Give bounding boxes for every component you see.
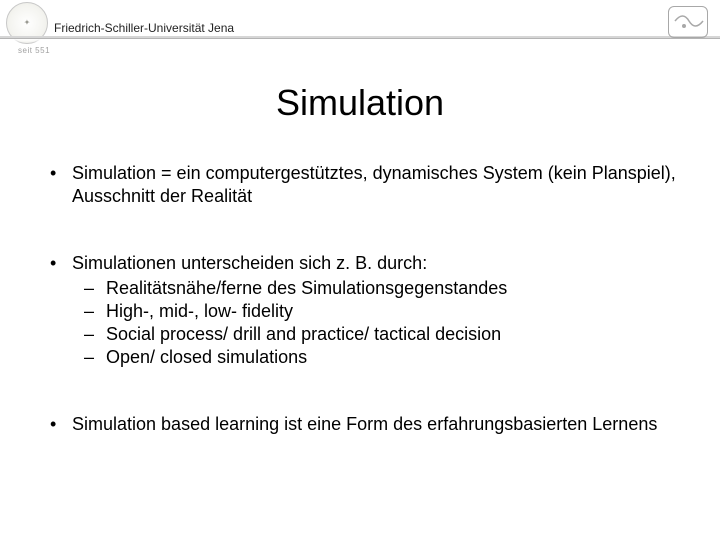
sub-bullet-text: Realitätsnähe/ferne des Simulationsgegen… — [106, 278, 507, 298]
slide-header: ✦ Friedrich-Schiller-Universität Jena se… — [0, 0, 720, 48]
bullet-text: Simulationen unterscheiden sich z. B. du… — [72, 253, 427, 273]
bullet-text: Simulation = ein computergestütztes, dyn… — [72, 163, 676, 206]
list-item: Open/ closed simulations — [72, 346, 676, 369]
slide-title: Simulation — [0, 82, 720, 124]
list-item: Simulation based learning ist eine Form … — [44, 413, 676, 436]
bullet-list: Simulation = ein computergestütztes, dyn… — [44, 162, 676, 436]
sub-bullet-list: Realitätsnähe/ferne des Simulationsgegen… — [72, 277, 676, 369]
list-item: Simulation = ein computergestütztes, dyn… — [44, 162, 676, 208]
list-item: Social process/ drill and practice/ tact… — [72, 323, 676, 346]
university-name: Friedrich-Schiller-Universität Jena — [52, 21, 236, 37]
list-item: Simulationen unterscheiden sich z. B. du… — [44, 252, 676, 369]
sub-bullet-text: High-, mid-, low- fidelity — [106, 301, 293, 321]
bullet-text: Simulation based learning ist eine Form … — [72, 414, 657, 434]
established-year: seit 551 — [18, 46, 50, 55]
header-rule — [0, 36, 720, 39]
sub-bullet-text: Open/ closed simulations — [106, 347, 307, 367]
list-item: High-, mid-, low- fidelity — [72, 300, 676, 323]
list-item: Realitätsnähe/ferne des Simulationsgegen… — [72, 277, 676, 300]
slide: ✦ Friedrich-Schiller-Universität Jena se… — [0, 0, 720, 540]
institute-logo-icon — [668, 6, 708, 38]
sub-bullet-text: Social process/ drill and practice/ tact… — [106, 324, 501, 344]
slide-body: Simulation = ein computergestütztes, dyn… — [0, 162, 720, 436]
